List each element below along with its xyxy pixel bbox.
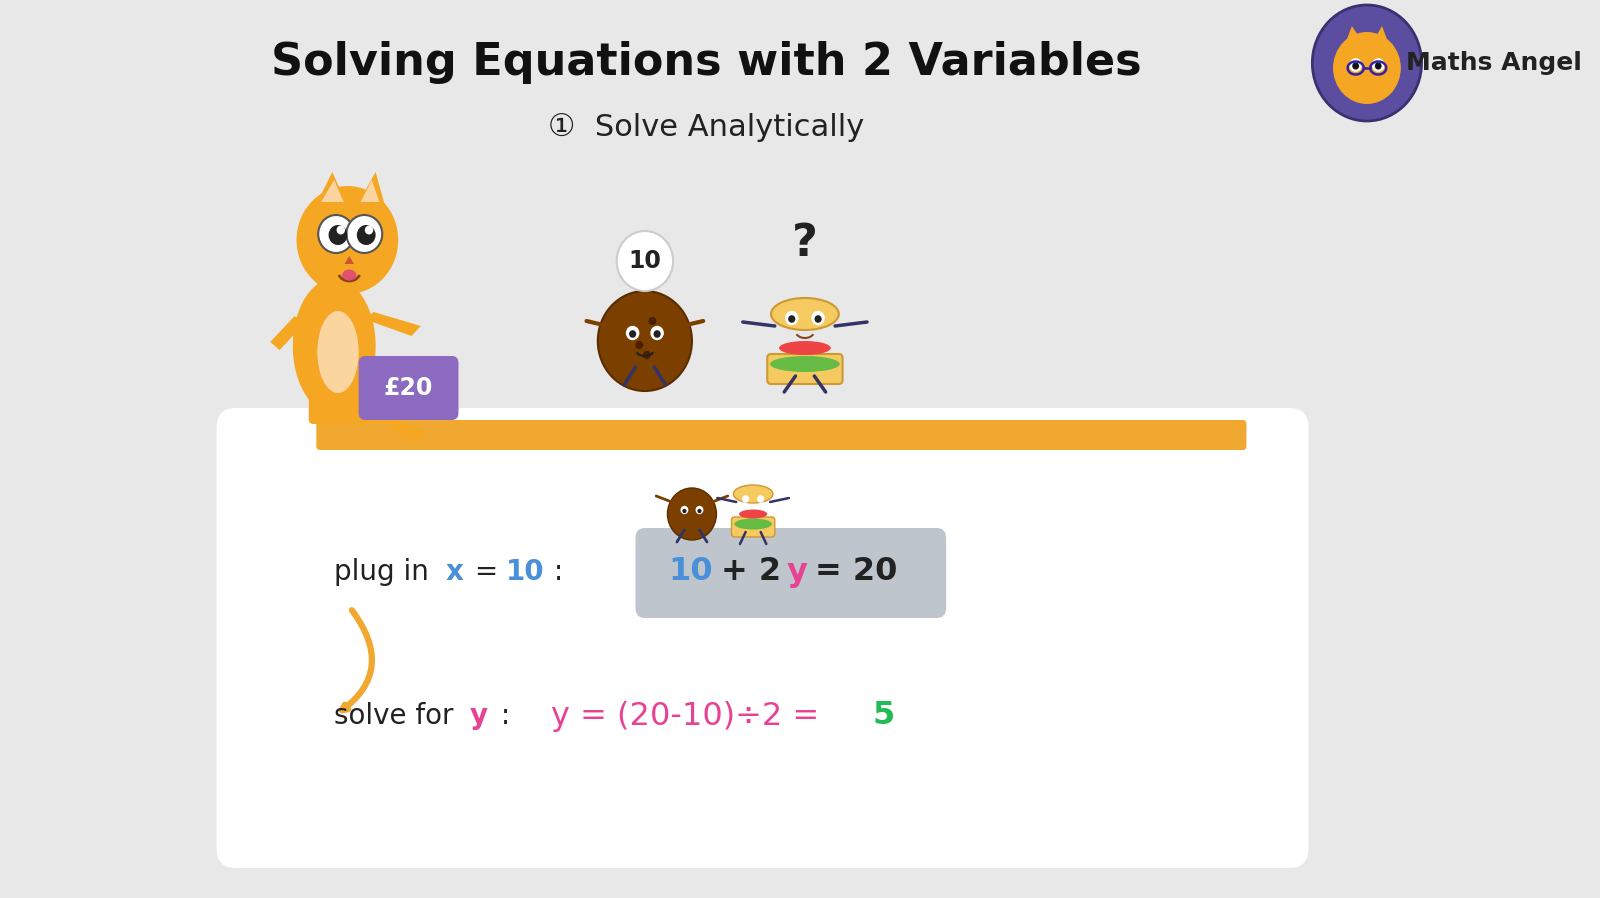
Circle shape	[680, 506, 688, 515]
Ellipse shape	[771, 298, 838, 330]
Polygon shape	[365, 312, 421, 336]
Circle shape	[1352, 62, 1358, 70]
FancyBboxPatch shape	[768, 354, 843, 384]
Circle shape	[757, 495, 765, 503]
FancyBboxPatch shape	[317, 420, 1246, 450]
Ellipse shape	[342, 269, 357, 280]
Circle shape	[1312, 5, 1421, 121]
Text: ①  Solve Analytically: ① Solve Analytically	[547, 113, 864, 143]
Text: =: =	[466, 558, 507, 586]
Text: y: y	[470, 702, 488, 730]
Circle shape	[814, 315, 822, 322]
Polygon shape	[344, 256, 354, 264]
Circle shape	[598, 291, 691, 391]
Circle shape	[1374, 62, 1382, 70]
Polygon shape	[1371, 26, 1389, 46]
Circle shape	[696, 506, 704, 515]
Polygon shape	[322, 180, 344, 202]
Circle shape	[616, 231, 674, 291]
Text: + 2: + 2	[722, 557, 781, 587]
Text: £20: £20	[384, 376, 434, 400]
Circle shape	[626, 326, 640, 340]
Text: :: :	[546, 558, 563, 586]
Text: = 20: = 20	[816, 557, 898, 587]
Text: 10: 10	[629, 249, 661, 273]
Circle shape	[1371, 58, 1384, 72]
Circle shape	[347, 215, 382, 253]
Ellipse shape	[734, 518, 771, 530]
Ellipse shape	[739, 509, 768, 518]
Circle shape	[682, 509, 686, 513]
Text: plug in: plug in	[334, 558, 438, 586]
Circle shape	[653, 330, 661, 338]
FancyBboxPatch shape	[731, 517, 774, 537]
Circle shape	[643, 351, 651, 359]
Ellipse shape	[733, 485, 773, 503]
Text: 5: 5	[872, 700, 894, 732]
Circle shape	[296, 186, 398, 294]
Circle shape	[656, 330, 664, 339]
Circle shape	[786, 311, 798, 325]
Circle shape	[357, 225, 376, 245]
Text: Solving Equations with 2 Variables: Solving Equations with 2 Variables	[270, 41, 1141, 84]
Circle shape	[336, 225, 346, 234]
Text: ?: ?	[792, 222, 818, 265]
Text: :: :	[493, 702, 510, 730]
Circle shape	[742, 495, 749, 503]
Circle shape	[318, 215, 354, 253]
Text: solve for: solve for	[334, 702, 462, 730]
Text: y = (20-10)÷2 =: y = (20-10)÷2 =	[550, 700, 829, 732]
Circle shape	[648, 317, 656, 325]
FancyBboxPatch shape	[216, 408, 1309, 868]
Ellipse shape	[779, 341, 830, 355]
Circle shape	[635, 341, 643, 349]
Circle shape	[789, 315, 795, 322]
Circle shape	[1349, 58, 1362, 72]
FancyBboxPatch shape	[635, 528, 946, 618]
Ellipse shape	[344, 408, 378, 425]
Text: 10: 10	[669, 557, 714, 587]
Ellipse shape	[310, 408, 344, 425]
Polygon shape	[270, 316, 304, 350]
Circle shape	[650, 326, 664, 340]
Circle shape	[627, 327, 635, 335]
Circle shape	[629, 330, 637, 338]
Circle shape	[328, 225, 347, 245]
Circle shape	[667, 488, 717, 540]
Text: y: y	[787, 557, 808, 587]
Polygon shape	[360, 180, 379, 202]
Ellipse shape	[317, 311, 358, 393]
Ellipse shape	[293, 278, 376, 413]
Polygon shape	[315, 172, 347, 206]
Circle shape	[811, 311, 826, 325]
Circle shape	[1333, 32, 1402, 104]
Circle shape	[365, 225, 373, 234]
Polygon shape	[1344, 26, 1365, 46]
Circle shape	[698, 509, 701, 513]
Text: 10: 10	[506, 558, 544, 586]
Text: Maths Angel: Maths Angel	[1406, 51, 1582, 75]
FancyBboxPatch shape	[342, 372, 378, 424]
FancyBboxPatch shape	[309, 372, 344, 424]
Ellipse shape	[770, 356, 840, 372]
Polygon shape	[357, 172, 386, 206]
Text: x: x	[445, 558, 462, 586]
FancyBboxPatch shape	[358, 356, 459, 420]
